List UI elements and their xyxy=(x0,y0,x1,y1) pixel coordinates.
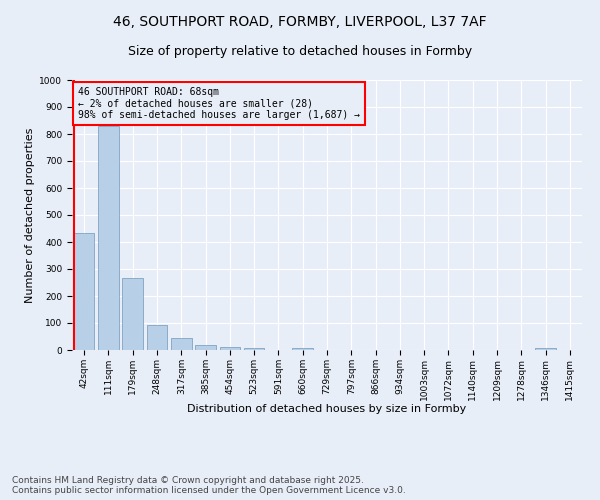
Bar xyxy=(122,278,143,350)
X-axis label: Distribution of detached houses by size in Formby: Distribution of detached houses by size … xyxy=(187,404,467,414)
Bar xyxy=(244,348,265,350)
Bar xyxy=(292,348,313,350)
Text: Contains HM Land Registry data © Crown copyright and database right 2025.
Contai: Contains HM Land Registry data © Crown c… xyxy=(12,476,406,495)
Bar xyxy=(195,345,216,350)
Bar xyxy=(171,338,191,350)
Y-axis label: Number of detached properties: Number of detached properties xyxy=(25,128,35,302)
Text: 46, SOUTHPORT ROAD, FORMBY, LIVERPOOL, L37 7AF: 46, SOUTHPORT ROAD, FORMBY, LIVERPOOL, L… xyxy=(113,15,487,29)
Bar xyxy=(74,232,94,350)
Bar xyxy=(98,126,119,350)
Bar xyxy=(220,347,240,350)
Text: Size of property relative to detached houses in Formby: Size of property relative to detached ho… xyxy=(128,45,472,58)
Bar xyxy=(535,348,556,350)
Text: 46 SOUTHPORT ROAD: 68sqm
← 2% of detached houses are smaller (28)
98% of semi-de: 46 SOUTHPORT ROAD: 68sqm ← 2% of detache… xyxy=(78,87,360,120)
Bar xyxy=(146,325,167,350)
